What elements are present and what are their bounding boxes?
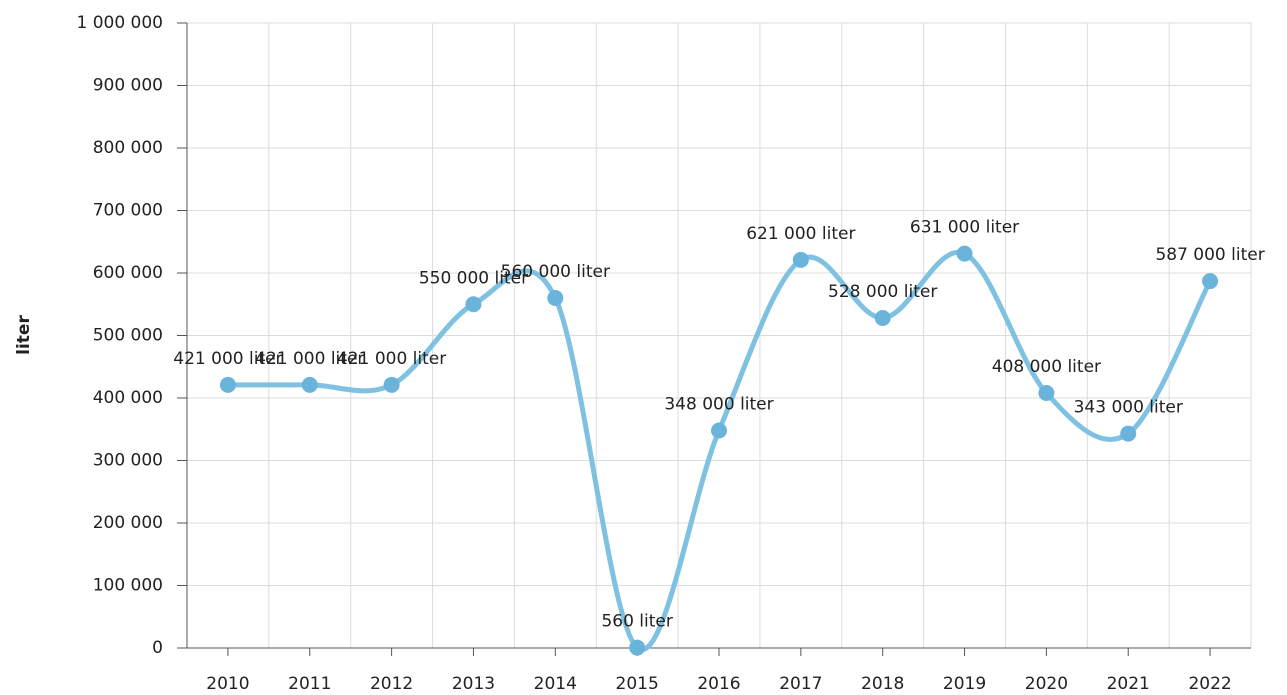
point bbox=[1120, 425, 1137, 442]
point bbox=[792, 251, 809, 268]
y-tick-label: 600 000 bbox=[93, 263, 163, 283]
x-tick-label: 2012 bbox=[370, 674, 413, 694]
y-tick-label: 300 000 bbox=[93, 451, 163, 471]
point bbox=[874, 310, 891, 326]
x-tick-label: 2015 bbox=[616, 674, 659, 694]
x-tick-label: 2017 bbox=[779, 674, 822, 694]
x-tick-label: 2018 bbox=[861, 674, 904, 694]
y-tick-label: 100 000 bbox=[93, 576, 163, 596]
point bbox=[711, 422, 727, 439]
x-tick-label: 2021 bbox=[1107, 674, 1150, 694]
y-tick-label: 1 000 000 bbox=[76, 13, 163, 33]
point bbox=[465, 296, 482, 313]
y-axis-label: liter bbox=[14, 315, 34, 355]
x-tick-label: 2020 bbox=[1025, 674, 1068, 694]
y-tick-label: 400 000 bbox=[93, 388, 163, 408]
y-tick-label: 700 000 bbox=[93, 201, 163, 221]
point bbox=[629, 639, 646, 656]
point bbox=[219, 376, 236, 393]
line bbox=[227, 249, 1213, 653]
x-tick-label: 2019 bbox=[943, 674, 986, 694]
x-tick-label: 2011 bbox=[288, 674, 331, 694]
data-label: 421 000 liter bbox=[173, 349, 282, 369]
data-label: 528 000 liter bbox=[828, 282, 937, 302]
data-label: 560 liter bbox=[601, 612, 672, 632]
data-label: 408 000 liter bbox=[992, 357, 1101, 377]
point bbox=[956, 245, 973, 262]
y-tick-label: 500 000 bbox=[93, 326, 163, 346]
x-tick-label: 2022 bbox=[1188, 674, 1231, 694]
data-label: 560 000 liter bbox=[501, 262, 610, 282]
data-label: 343 000 liter bbox=[1074, 398, 1183, 418]
data-label: 587 000 liter bbox=[1155, 245, 1264, 265]
x-tick-label: 2016 bbox=[697, 674, 740, 694]
x-tick-label: 2014 bbox=[534, 674, 577, 694]
data-label: 421 000 liter bbox=[337, 349, 446, 369]
point bbox=[1202, 273, 1219, 290]
data-label: 348 000 liter bbox=[664, 395, 773, 415]
point bbox=[383, 376, 400, 393]
x-tick-label: 2010 bbox=[206, 674, 249, 694]
data-label: 631 000 liter bbox=[910, 218, 1019, 238]
x-tick-label: 2013 bbox=[452, 674, 495, 694]
data-label: 550 000 liter bbox=[419, 268, 528, 288]
y-tick-label: 900 000 bbox=[93, 76, 163, 96]
point bbox=[547, 290, 564, 306]
y-tick-label: 0 bbox=[152, 638, 163, 658]
data-label: 421 000 liter bbox=[255, 349, 364, 369]
point bbox=[1038, 385, 1055, 401]
point bbox=[301, 376, 318, 393]
y-tick-label: 200 000 bbox=[93, 513, 163, 533]
data-label: 621 000 liter bbox=[746, 224, 855, 244]
y-tick-label: 800 000 bbox=[93, 138, 163, 158]
